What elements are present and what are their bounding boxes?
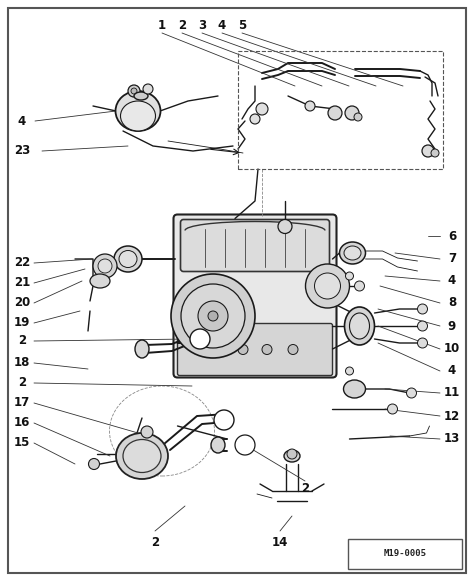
Text: 21: 21	[14, 277, 30, 289]
Circle shape	[407, 388, 417, 398]
Circle shape	[98, 259, 112, 273]
Circle shape	[306, 264, 349, 308]
Text: 4: 4	[218, 19, 226, 31]
Text: 4: 4	[448, 364, 456, 378]
Text: M19-0005: M19-0005	[383, 550, 427, 558]
Circle shape	[418, 321, 428, 331]
Ellipse shape	[344, 246, 361, 260]
Text: 18: 18	[14, 357, 30, 370]
Text: 3: 3	[198, 19, 206, 31]
Ellipse shape	[349, 313, 370, 339]
FancyBboxPatch shape	[181, 220, 329, 271]
Circle shape	[388, 404, 398, 414]
Ellipse shape	[135, 340, 149, 358]
Bar	[348, 539, 462, 569]
Text: 2: 2	[18, 335, 26, 347]
Text: 2: 2	[151, 536, 159, 550]
Ellipse shape	[123, 439, 161, 472]
Circle shape	[345, 106, 359, 120]
Circle shape	[418, 304, 428, 314]
Circle shape	[238, 345, 248, 354]
Circle shape	[89, 458, 100, 469]
Text: 10: 10	[444, 343, 460, 356]
Circle shape	[141, 426, 153, 438]
Circle shape	[208, 311, 218, 321]
Text: 5: 5	[238, 19, 246, 31]
Circle shape	[262, 345, 272, 354]
Text: 4: 4	[18, 114, 26, 127]
Circle shape	[131, 88, 137, 94]
FancyBboxPatch shape	[177, 324, 332, 375]
Ellipse shape	[119, 250, 137, 267]
Text: 4: 4	[448, 274, 456, 288]
Circle shape	[278, 220, 292, 234]
Ellipse shape	[345, 307, 374, 345]
Text: 8: 8	[448, 296, 456, 310]
Circle shape	[171, 274, 255, 358]
Circle shape	[128, 85, 140, 97]
Text: 22: 22	[14, 256, 30, 270]
Circle shape	[190, 329, 210, 349]
Text: 2: 2	[18, 376, 26, 389]
FancyBboxPatch shape	[173, 214, 337, 378]
Text: 2: 2	[301, 482, 309, 496]
Text: 6: 6	[448, 229, 456, 242]
Text: 11: 11	[444, 386, 460, 400]
Text: 14: 14	[272, 536, 288, 550]
Circle shape	[346, 272, 354, 280]
Ellipse shape	[134, 92, 148, 100]
Ellipse shape	[284, 450, 300, 462]
Circle shape	[287, 449, 297, 459]
Circle shape	[355, 281, 365, 291]
Ellipse shape	[116, 91, 161, 131]
Text: 20: 20	[14, 296, 30, 310]
Circle shape	[288, 345, 298, 354]
Text: 17: 17	[14, 396, 30, 410]
Ellipse shape	[339, 242, 365, 264]
Circle shape	[431, 149, 439, 157]
Circle shape	[328, 106, 342, 120]
Text: 7: 7	[448, 253, 456, 266]
Circle shape	[214, 410, 234, 430]
Text: 19: 19	[14, 317, 30, 329]
Circle shape	[250, 114, 260, 124]
Ellipse shape	[116, 433, 168, 479]
Ellipse shape	[114, 246, 142, 272]
Circle shape	[422, 145, 434, 157]
Circle shape	[212, 345, 222, 354]
Text: 1: 1	[158, 19, 166, 31]
Circle shape	[181, 284, 245, 348]
Text: 15: 15	[14, 436, 30, 450]
Text: 9: 9	[448, 320, 456, 332]
Circle shape	[93, 254, 117, 278]
Ellipse shape	[344, 380, 365, 398]
Circle shape	[143, 84, 153, 94]
Text: 2: 2	[178, 19, 186, 31]
Bar	[238, 51, 443, 169]
Circle shape	[354, 113, 362, 121]
Circle shape	[198, 301, 228, 331]
Circle shape	[256, 103, 268, 115]
Circle shape	[418, 338, 428, 348]
Ellipse shape	[120, 101, 155, 131]
Text: 16: 16	[14, 417, 30, 429]
Circle shape	[346, 367, 354, 375]
Text: 12: 12	[444, 410, 460, 422]
Circle shape	[235, 435, 255, 455]
Circle shape	[305, 101, 315, 111]
Text: 23: 23	[14, 145, 30, 157]
Text: 13: 13	[444, 432, 460, 446]
Ellipse shape	[90, 274, 110, 288]
Circle shape	[315, 273, 340, 299]
Ellipse shape	[211, 437, 225, 453]
